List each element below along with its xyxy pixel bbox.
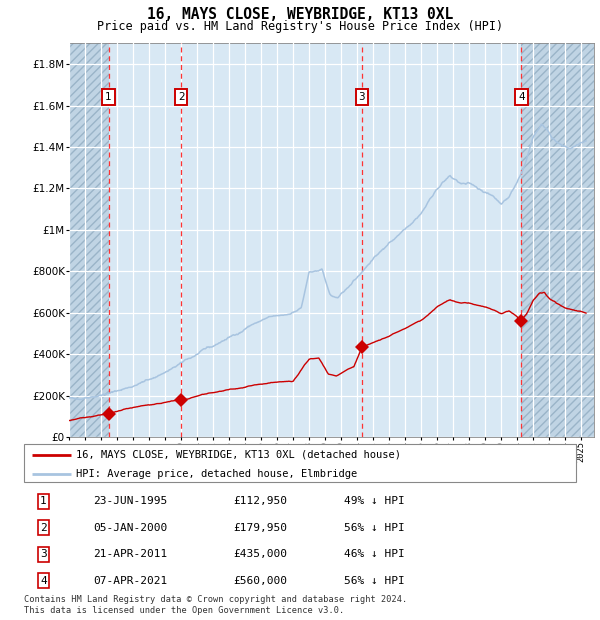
Text: 21-APR-2011: 21-APR-2011 — [93, 549, 167, 559]
Text: 49% ↓ HPI: 49% ↓ HPI — [344, 496, 405, 506]
Bar — [521, 43, 594, 437]
Bar — [69, 43, 109, 437]
Text: 05-JAN-2000: 05-JAN-2000 — [93, 523, 167, 533]
Text: 3: 3 — [40, 549, 47, 559]
Text: £560,000: £560,000 — [234, 576, 288, 586]
Text: 3: 3 — [359, 92, 365, 102]
FancyBboxPatch shape — [24, 444, 576, 482]
Text: 56% ↓ HPI: 56% ↓ HPI — [344, 576, 405, 586]
Text: 2: 2 — [40, 523, 47, 533]
Text: £112,950: £112,950 — [234, 496, 288, 506]
Text: 1: 1 — [40, 496, 47, 506]
Text: 4: 4 — [40, 576, 47, 586]
Text: 16, MAYS CLOSE, WEYBRIDGE, KT13 0XL (detached house): 16, MAYS CLOSE, WEYBRIDGE, KT13 0XL (det… — [76, 450, 401, 459]
Text: HPI: Average price, detached house, Elmbridge: HPI: Average price, detached house, Elmb… — [76, 469, 358, 479]
Text: £179,950: £179,950 — [234, 523, 288, 533]
Text: 46% ↓ HPI: 46% ↓ HPI — [344, 549, 405, 559]
Text: 2: 2 — [178, 92, 185, 102]
Text: 1: 1 — [105, 92, 112, 102]
Text: This data is licensed under the Open Government Licence v3.0.: This data is licensed under the Open Gov… — [24, 606, 344, 615]
Text: £435,000: £435,000 — [234, 549, 288, 559]
Text: 23-JUN-1995: 23-JUN-1995 — [93, 496, 167, 506]
Text: Contains HM Land Registry data © Crown copyright and database right 2024.: Contains HM Land Registry data © Crown c… — [24, 595, 407, 604]
Text: 16, MAYS CLOSE, WEYBRIDGE, KT13 0XL: 16, MAYS CLOSE, WEYBRIDGE, KT13 0XL — [147, 7, 453, 22]
Text: 56% ↓ HPI: 56% ↓ HPI — [344, 523, 405, 533]
Text: Price paid vs. HM Land Registry's House Price Index (HPI): Price paid vs. HM Land Registry's House … — [97, 20, 503, 33]
Text: 07-APR-2021: 07-APR-2021 — [93, 576, 167, 586]
Text: 4: 4 — [518, 92, 524, 102]
